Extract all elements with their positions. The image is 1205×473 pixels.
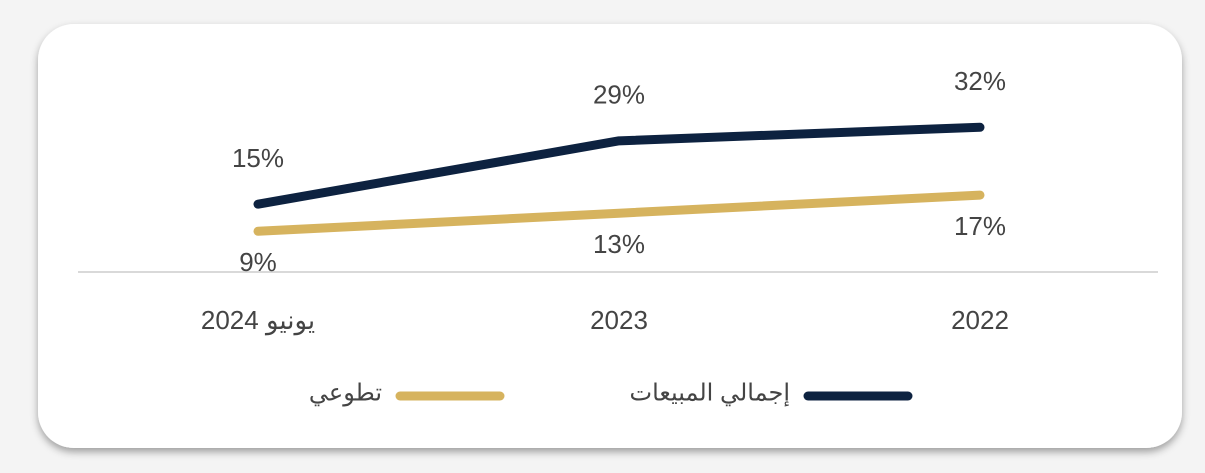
data-label: 29% (593, 80, 645, 110)
data-label: 15% (232, 143, 284, 173)
series-line (253, 122, 985, 209)
series-line (253, 190, 985, 236)
x-tick-label: يونيو 2024 (201, 305, 315, 336)
data-label: 13% (593, 229, 645, 259)
x-tick-label: 2022 (951, 305, 1009, 335)
data-label: 32% (954, 66, 1006, 96)
x-tick-label: 2023 (590, 305, 648, 335)
data-label: 17% (954, 211, 1006, 241)
data-label: 9% (239, 247, 277, 277)
legend-label: تطوعي (309, 379, 382, 406)
legend-label: إجمالي المبيعات (630, 379, 791, 407)
